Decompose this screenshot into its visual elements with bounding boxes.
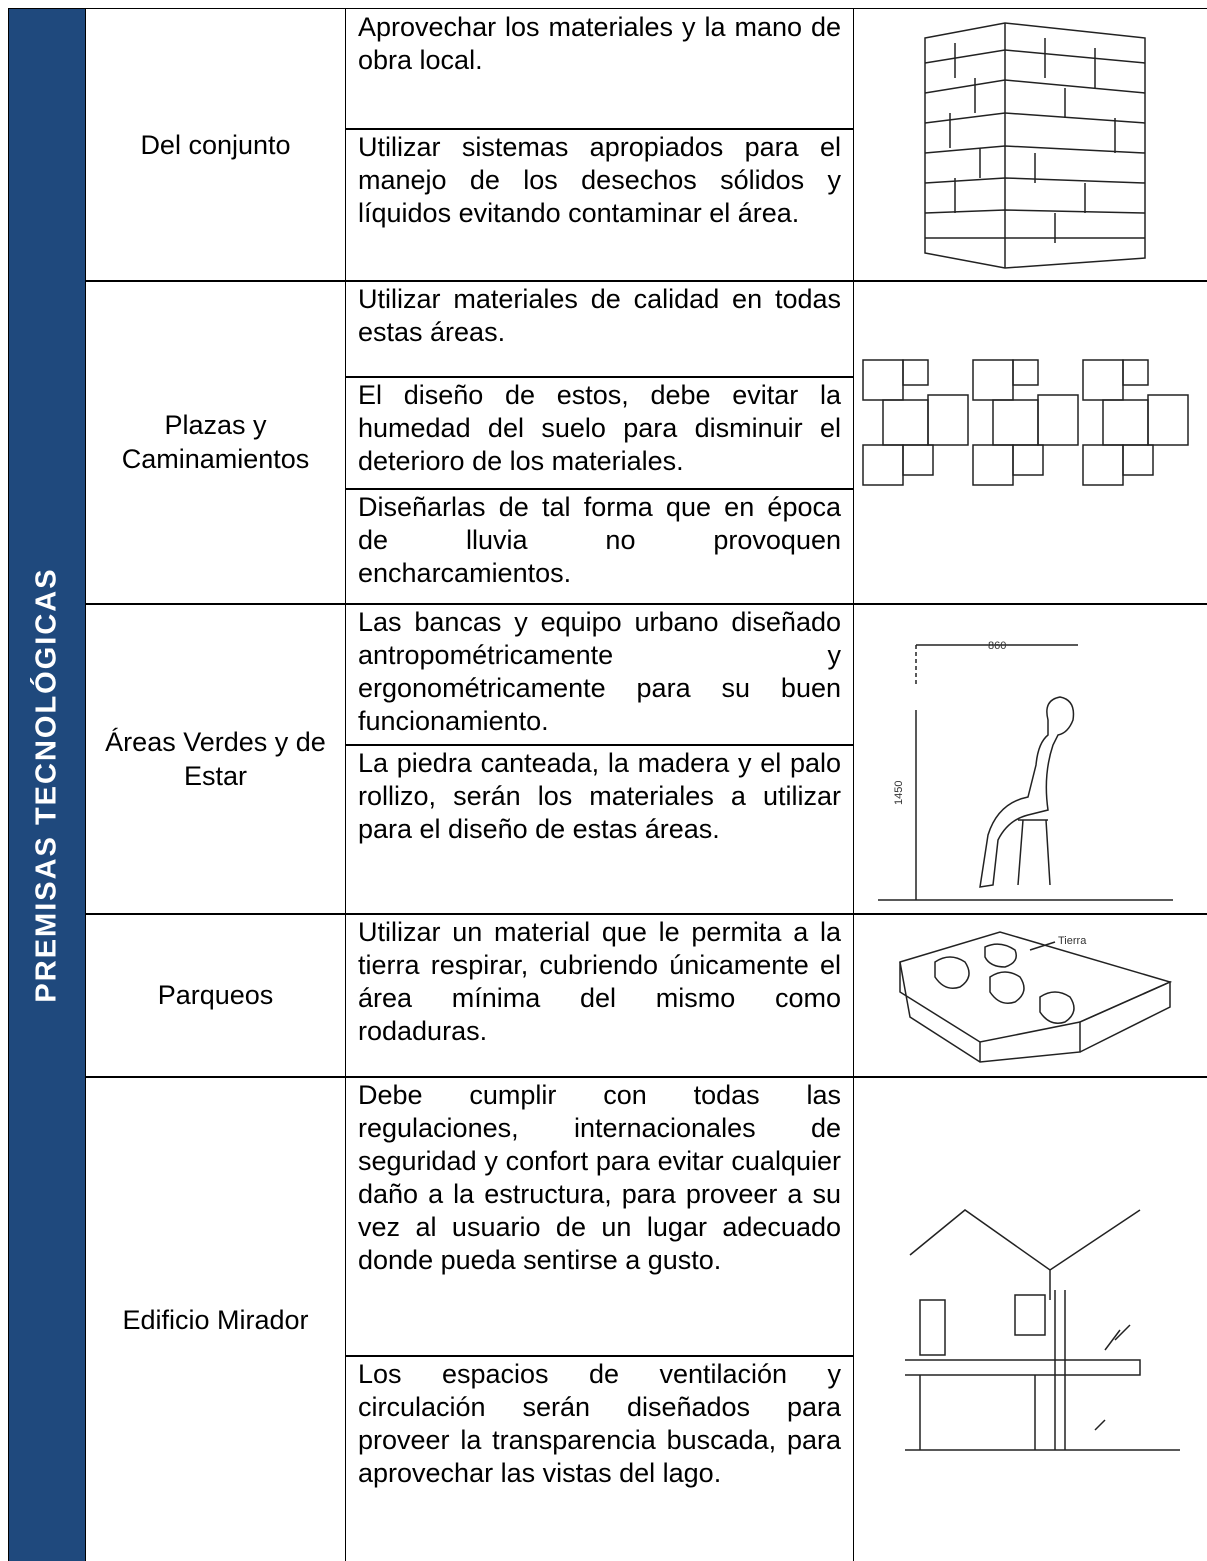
row-label: Del conjunto [85, 8, 346, 282]
row-item: Los espacios de ventilación y circulació… [345, 1355, 854, 1561]
grass-paver-figure: Tierra [899, 931, 1173, 1063]
stone-wall-figure [924, 22, 1146, 269]
row-item: Utilizar sistemas apropiados para el man… [345, 128, 854, 282]
side-header-text: PREMISAS TECNOLÓGICAS [30, 567, 63, 1003]
figure-cell [853, 603, 1207, 915]
row-label: Plazas y Caminamientos [85, 280, 346, 605]
figure-dimension: 1450 [893, 781, 905, 805]
row-item: El diseño de estos, debe evitar la humed… [345, 376, 854, 490]
row-item: La piedra canteada, la madera y el palo … [345, 744, 854, 915]
figure-label: Tierra [1058, 935, 1087, 947]
row-item: Aprovechar los materiales y la mano de o… [345, 8, 854, 130]
figure-cell [853, 1076, 1207, 1561]
figure-cell [853, 913, 1207, 1078]
figure-dimension: 860 [988, 640, 1006, 652]
side-header: PREMISAS TECNOLÓGICAS [8, 8, 86, 1561]
figure-cell [853, 8, 1207, 282]
row-item: Diseñarlas de tal forma que en época de … [345, 488, 854, 605]
row-item: Utilizar un material que le permita a la… [345, 913, 854, 1078]
row-label: Áreas Verdes y de Estar [85, 603, 346, 915]
seated-person-figure: 860 1450 [878, 640, 1173, 901]
row-item: Las bancas y equipo urbano diseñado antr… [345, 603, 854, 746]
paving-figure [862, 359, 1189, 486]
row-label: Edificio Mirador [85, 1076, 346, 1561]
row-label: Parqueos [85, 913, 346, 1078]
row-item: Utilizar materiales de calidad en todas … [345, 280, 854, 378]
row-item: Debe cumplir con todas las regulaciones,… [345, 1076, 854, 1357]
figure-cell [853, 280, 1207, 605]
house-section-figure [905, 1209, 1180, 1451]
